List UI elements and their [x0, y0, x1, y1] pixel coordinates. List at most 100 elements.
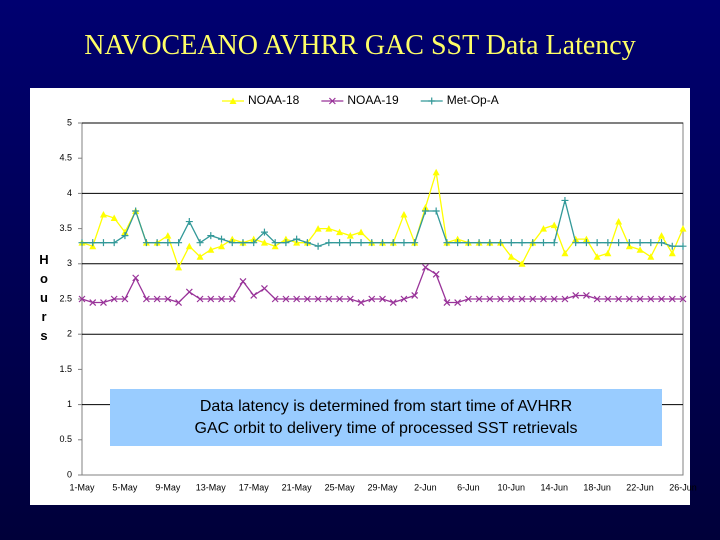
marker: [539, 239, 547, 247]
marker: [561, 196, 569, 204]
marker: [142, 295, 150, 303]
marker: [175, 263, 183, 271]
marker: [164, 239, 172, 247]
marker: [668, 249, 676, 257]
marker: [679, 225, 687, 232]
marker: [561, 295, 569, 303]
marker: [647, 295, 655, 303]
marker: [486, 239, 494, 247]
marker: [346, 239, 354, 247]
marker: [400, 211, 408, 218]
marker: [121, 232, 129, 240]
marker: [615, 295, 623, 303]
marker: [428, 97, 436, 105]
marker: [647, 253, 655, 260]
x-tick-label: 1-May: [69, 482, 95, 492]
marker: [411, 239, 419, 247]
marker: [507, 295, 515, 303]
marker: [658, 239, 666, 247]
x-tick-label: 17-May: [239, 482, 270, 492]
marker: [518, 260, 526, 267]
marker: [615, 239, 623, 247]
marker: [357, 239, 365, 247]
y-tick-label: 1.5: [59, 364, 72, 374]
marker: [207, 295, 215, 303]
marker: [282, 295, 290, 303]
marker: [432, 207, 440, 215]
marker: [346, 232, 354, 239]
marker: [550, 295, 558, 303]
marker: [303, 295, 311, 303]
marker: [218, 242, 226, 250]
y-tick-label: 5: [67, 117, 72, 127]
marker: [110, 295, 118, 303]
marker: [153, 295, 161, 303]
marker: [464, 239, 472, 247]
x-tick-label: 18-Jun: [583, 482, 611, 492]
y-tick-label: 3: [67, 258, 72, 268]
marker: [314, 242, 322, 250]
marker: [164, 295, 172, 303]
marker: [110, 239, 118, 247]
marker: [518, 295, 526, 303]
marker: [218, 235, 226, 243]
marker: [314, 295, 322, 303]
legend-label: Met-Op-A: [447, 93, 499, 107]
y-tick-label: 2: [67, 329, 72, 339]
marker: [432, 168, 440, 176]
y-tick-label: 1: [67, 399, 72, 409]
marker: [99, 211, 107, 218]
x-tick-label: 25-May: [325, 482, 356, 492]
marker: [432, 270, 440, 278]
marker: [260, 239, 268, 246]
marker: [582, 292, 590, 299]
marker: [604, 295, 612, 303]
marker: [218, 295, 225, 303]
marker: [260, 228, 268, 236]
marker: [593, 253, 601, 260]
marker: [336, 239, 344, 247]
marker: [679, 242, 687, 250]
series: [78, 263, 687, 306]
marker: [625, 295, 633, 303]
marker: [78, 295, 86, 303]
marker: [271, 239, 279, 247]
marker: [475, 295, 483, 303]
marker: [314, 225, 322, 232]
marker: [293, 295, 301, 303]
x-tick-label: 9-May: [155, 482, 181, 492]
marker: [593, 295, 601, 303]
y-tick-label: 3.5: [59, 223, 72, 233]
marker: [507, 239, 515, 247]
marker: [679, 295, 687, 303]
marker: [229, 97, 237, 104]
legend-label: NOAA-19: [347, 93, 399, 107]
y-tick-label: 4: [67, 188, 72, 198]
marker: [539, 225, 547, 232]
marker: [78, 239, 86, 247]
marker: [121, 295, 129, 303]
marker: [379, 295, 386, 303]
marker: [625, 239, 633, 247]
marker: [604, 239, 612, 247]
marker: [647, 239, 655, 247]
y-tick-label: 4.5: [59, 153, 72, 163]
marker: [271, 295, 279, 303]
slide-title: NAVOCEANO AVHRR GAC SST Data Latency: [84, 30, 636, 61]
marker: [518, 239, 526, 247]
marker: [99, 239, 107, 247]
marker: [132, 274, 140, 282]
marker: [582, 235, 590, 243]
marker: [175, 299, 183, 306]
marker: [636, 295, 644, 303]
x-tick-label: 14-Jun: [540, 482, 568, 492]
marker: [422, 263, 429, 271]
marker: [658, 295, 665, 303]
marker: [615, 218, 623, 225]
x-tick-label: 10-Jun: [498, 482, 526, 492]
marker: [368, 295, 376, 303]
x-tick-label: 5-May: [112, 482, 138, 492]
marker: [185, 218, 193, 226]
